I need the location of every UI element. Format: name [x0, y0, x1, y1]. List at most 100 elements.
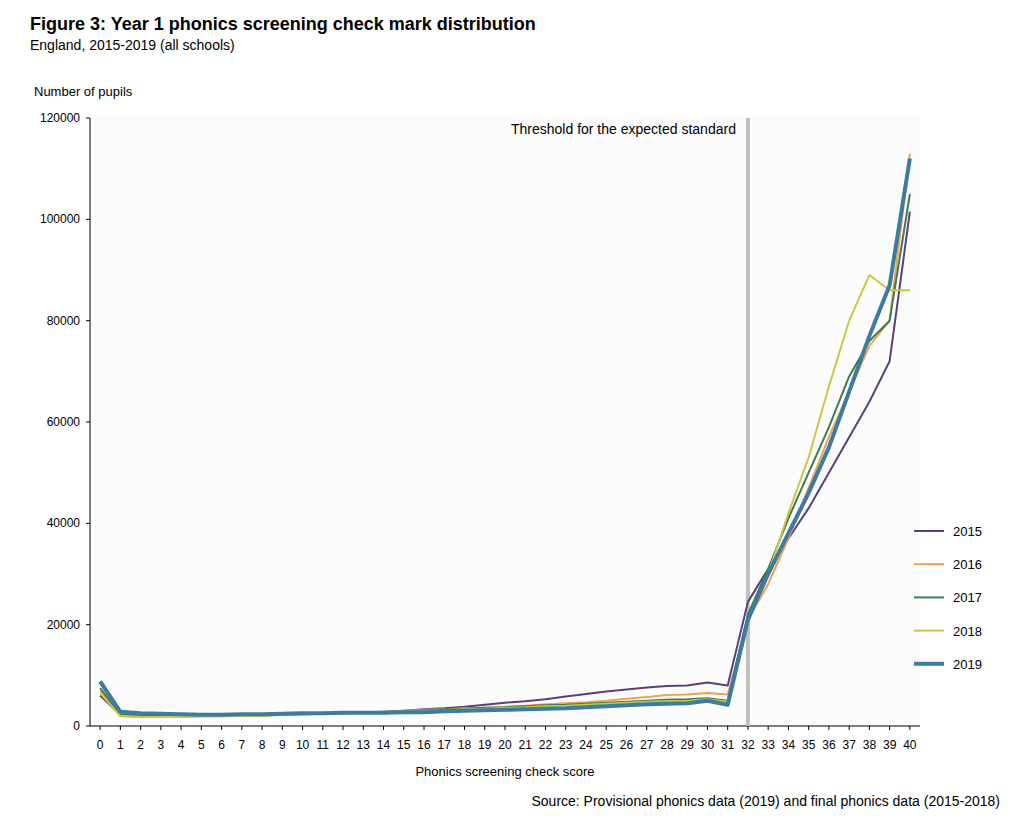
x-tick [788, 726, 789, 730]
x-tick [747, 726, 748, 730]
x-tick-label: 11 [317, 738, 330, 752]
x-tick [484, 726, 485, 730]
x-tick-label: 20 [498, 738, 512, 752]
x-tick-label: 34 [782, 738, 796, 752]
x-tick [889, 726, 890, 730]
x-tick [545, 726, 546, 730]
x-tick-label: 15 [397, 738, 411, 752]
x-tick-label: 12 [336, 738, 350, 752]
x-tick-label: 19 [478, 738, 492, 752]
x-tick [768, 726, 769, 730]
y-tick [86, 118, 90, 119]
threshold-label: Threshold for the expected standard [511, 121, 736, 137]
x-tick [343, 726, 344, 730]
x-tick-label: 33 [761, 738, 775, 752]
x-axis-label: Phonics screening check score [415, 764, 594, 779]
x-tick-label: 13 [357, 738, 371, 752]
x-tick-label: 28 [660, 738, 674, 752]
x-tick-label: 5 [198, 738, 205, 752]
source: Source: Provisional phonics data (2019) … [531, 793, 1000, 809]
x-tick-label: 36 [822, 738, 836, 752]
x-tick [687, 726, 688, 730]
series-line [100, 194, 910, 716]
legend-label: 2015 [953, 524, 982, 539]
x-tick [221, 726, 222, 730]
x-tick-label: 6 [218, 738, 225, 752]
x-tick [525, 726, 526, 730]
x-tick-label: 10 [296, 738, 310, 752]
y-tick-label: 100000 [40, 212, 80, 226]
x-tick-label: 14 [377, 738, 391, 752]
legend-swatch [914, 630, 944, 632]
x-tick-label: 38 [863, 738, 877, 752]
x-tick [666, 726, 667, 730]
y-tick [86, 523, 90, 524]
threshold-line [746, 118, 750, 726]
x-tick [100, 726, 101, 730]
legend-label: 2017 [953, 590, 982, 605]
y-tick-label: 40000 [47, 516, 81, 530]
series-group [100, 153, 910, 716]
x-tick [626, 726, 627, 730]
y-tick [86, 624, 90, 625]
x-tick-label: 9 [279, 738, 286, 752]
y-tick [86, 726, 90, 727]
x-tick [383, 726, 384, 730]
x-tick-label: 23 [559, 738, 573, 752]
x-tick [181, 726, 182, 730]
x-tick [282, 726, 283, 730]
title: Figure 3: Year 1 phonics screening check… [30, 14, 536, 34]
x-tick [120, 726, 121, 730]
x-tick [646, 726, 647, 730]
chart: Figure 3: Year 1 phonics screening check… [0, 0, 1024, 828]
x-tick-label: 7 [238, 738, 245, 752]
x-tick [849, 726, 850, 730]
x-tick-label: 8 [259, 738, 266, 752]
x-tick-label: 1 [117, 738, 124, 752]
x-tick-label: 3 [158, 738, 165, 752]
x-tick [403, 726, 404, 730]
y-tick-label: 80000 [47, 314, 81, 328]
x-tick [140, 726, 141, 730]
legend-swatch [914, 563, 944, 565]
x-tick-label: 24 [579, 738, 593, 752]
x-tick-label: 26 [620, 738, 634, 752]
x-tick [585, 726, 586, 730]
x-tick-label: 18 [458, 738, 472, 752]
x-tick [262, 726, 263, 730]
x-axis [90, 726, 920, 727]
y-tick-label: 0 [73, 719, 80, 733]
x-tick [464, 726, 465, 730]
series-line [100, 159, 910, 715]
x-tick [444, 726, 445, 730]
x-tick [424, 726, 425, 730]
x-tick-label: 22 [539, 738, 553, 752]
x-tick [241, 726, 242, 730]
x-tick [606, 726, 607, 730]
x-tick [869, 726, 870, 730]
x-tick [565, 726, 566, 730]
y-axis [90, 118, 91, 726]
x-tick-label: 25 [600, 738, 614, 752]
legend-swatch [914, 530, 944, 532]
x-tick-label: 0 [97, 738, 104, 752]
y-tick [86, 320, 90, 321]
y-tick-label: 120000 [40, 111, 80, 125]
x-tick [322, 726, 323, 730]
series-line [100, 212, 910, 716]
x-tick [909, 726, 910, 730]
x-tick [363, 726, 364, 730]
x-tick [727, 726, 728, 730]
x-tick [828, 726, 829, 730]
y-tick [86, 422, 90, 423]
x-tick-label: 32 [741, 738, 755, 752]
x-tick [505, 726, 506, 730]
x-tick-label: 35 [802, 738, 816, 752]
x-tick-label: 27 [640, 738, 654, 752]
x-tick [707, 726, 708, 730]
x-tick-label: 2 [137, 738, 144, 752]
x-tick-label: 4 [178, 738, 185, 752]
x-tick-label: 17 [438, 738, 452, 752]
y-axis-label: Number of pupils [34, 84, 133, 99]
x-tick [160, 726, 161, 730]
